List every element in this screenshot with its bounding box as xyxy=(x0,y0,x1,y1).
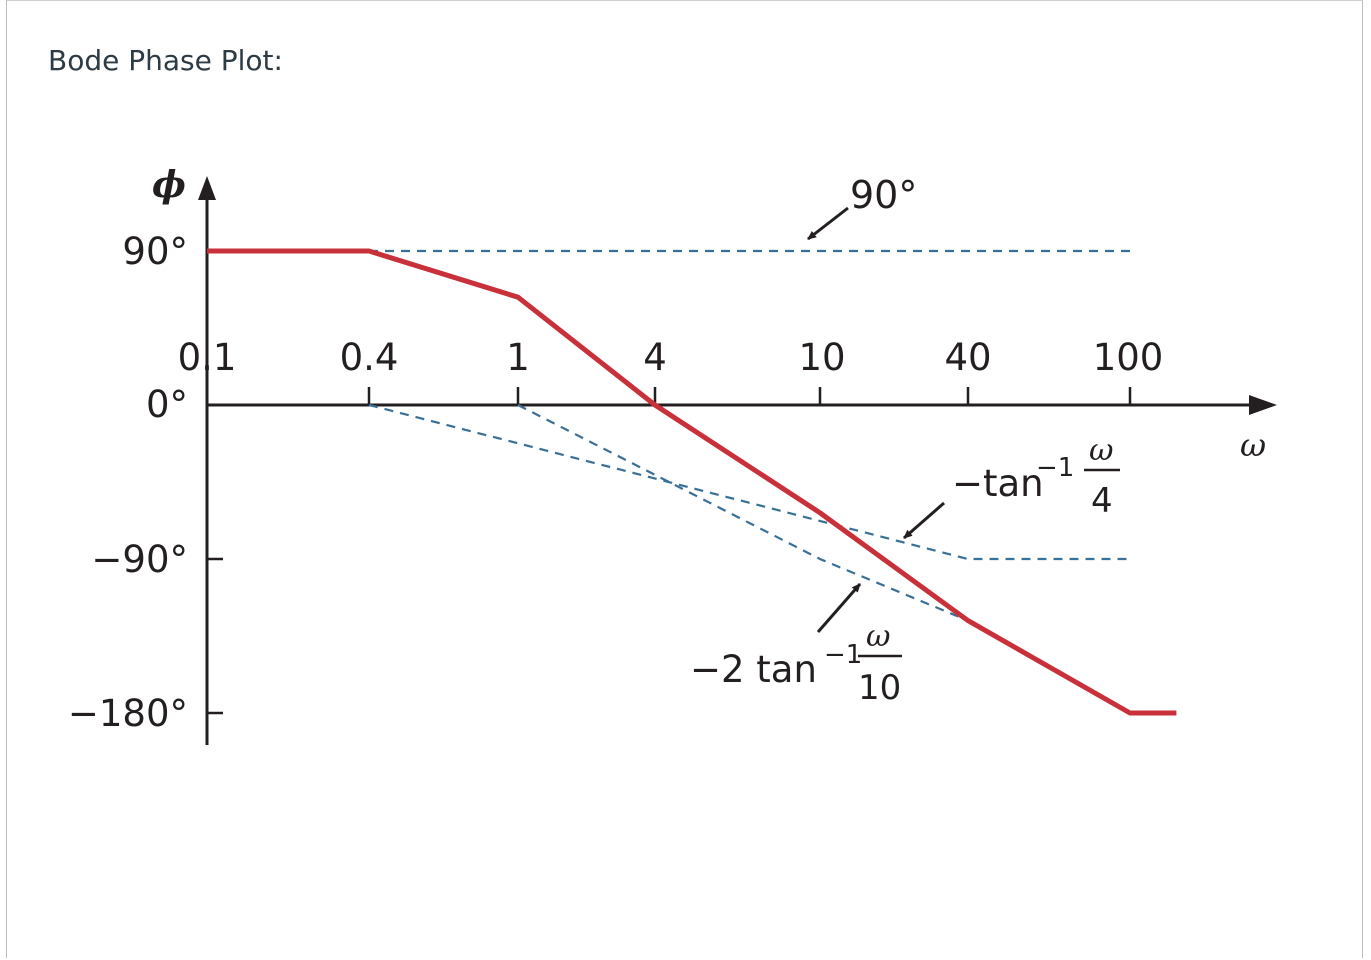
pole4-annotation-exponent: −1 xyxy=(1036,453,1074,483)
pole10-annotation-arrow xyxy=(816,583,862,633)
pole4-annotation-arrow xyxy=(903,501,945,540)
y-tick-label-2: −90° xyxy=(91,538,188,581)
x-tick-label-4: 10 xyxy=(798,336,845,379)
series-line-0 xyxy=(207,248,1177,716)
x-tick-label-3: 4 xyxy=(643,336,667,379)
x-tick-label-0: 0.1 xyxy=(178,336,237,379)
pole10-annotation-numerator: ω xyxy=(866,619,890,654)
y-axis-arrow xyxy=(198,176,216,200)
ticks-layer: 0.1 0.4 1 4 10 40 100 90° 0° −90° −180° xyxy=(68,230,1163,735)
const-annotation-arrow xyxy=(807,206,849,241)
x-axis-label: ω xyxy=(1240,426,1266,464)
const-annotation: 90° xyxy=(850,173,917,217)
series-layer xyxy=(207,248,1177,716)
x-tick-label-5: 40 xyxy=(944,336,991,379)
pole10-annotation-denominator: 10 xyxy=(858,668,901,708)
y-tick-label-3: −180° xyxy=(68,692,188,735)
page-title: Bode Phase Plot: xyxy=(48,44,283,77)
y-tick-label-1: 0° xyxy=(146,383,188,426)
pole4-annotation-denominator: 4 xyxy=(1091,481,1113,521)
y-tick-label-0: 90° xyxy=(122,230,188,273)
pole10-annotation-exponent: −1 xyxy=(824,640,862,670)
x-axis-arrow xyxy=(1249,395,1277,415)
y-axis-label: ϕ xyxy=(152,164,186,206)
x-tick-label-6: 100 xyxy=(1093,336,1164,379)
series-line-2 xyxy=(368,403,1130,561)
content-frame xyxy=(6,0,1363,958)
pole4-annotation-prefix: −tan xyxy=(952,462,1044,505)
series-line-3 xyxy=(517,404,969,622)
pole10-annotation-prefix: −2 tan xyxy=(690,648,817,691)
x-tick-label-1: 0.4 xyxy=(340,336,399,379)
pole4-annotation-numerator: ω xyxy=(1089,433,1113,468)
x-tick-label-2: 1 xyxy=(506,336,530,379)
